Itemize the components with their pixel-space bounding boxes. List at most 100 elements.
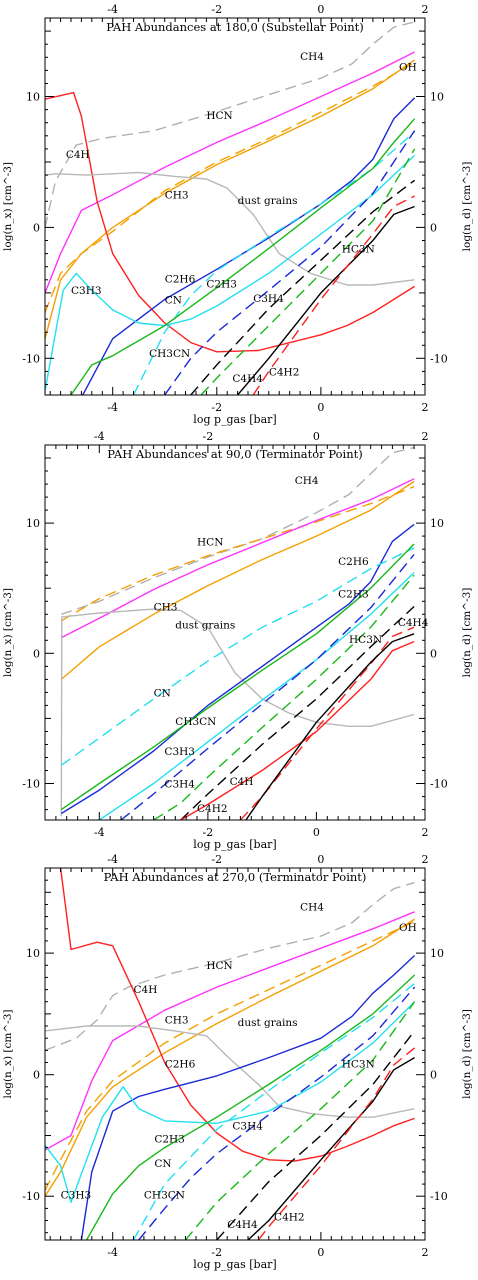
series-annotation: C4H4 — [227, 1219, 258, 1231]
series-annotation: C2H6 — [165, 273, 196, 285]
x-tick-label: 2 — [422, 1246, 429, 1259]
y-tick-label-right: 10 — [430, 947, 444, 960]
y-tick-label-right: 10 — [430, 517, 444, 530]
y-tick-label-right: 0 — [430, 221, 437, 234]
series-annotation: C4H2 — [274, 1212, 305, 1224]
y-axis-label-left: log(n_x) [cm^-3] — [2, 162, 14, 251]
series-annotation: C4H2 — [269, 366, 300, 378]
series-line-c3h3 — [98, 572, 415, 820]
series-line-c3h4 — [184, 1001, 416, 1240]
series-line-c3h4 — [153, 574, 415, 820]
series-line-c3h4 — [200, 148, 416, 395]
x-tick-label-top: -2 — [211, 853, 222, 866]
series-line-c3h3 — [45, 1001, 416, 1203]
tick-marks — [44, 444, 426, 820]
chart-panel-1: -4 -4 -2 -2 0 0 2 2 -10 -10 0 0 10 10 PAH Abundances a… — [2, 3, 473, 426]
tick-marks — [45, 867, 426, 1240]
series-annotation: C3H4 — [164, 778, 195, 790]
series-annotation: C3H3 — [61, 1190, 92, 1202]
x-tick-label-top: 2 — [422, 430, 429, 443]
series-line-ch3 — [45, 918, 415, 1197]
y-axis-label-right: log(n_d) [cm^-3] — [461, 162, 473, 252]
y-axis-label-left: log(n_x) [cm^-3] — [2, 588, 14, 677]
series-annotation: CH4 — [300, 51, 324, 63]
y-tick-label-right: -10 — [430, 352, 448, 365]
series-annotation: C3H3 — [71, 285, 102, 297]
series-annotation: C2H3 — [206, 279, 237, 291]
x-tick-label: -2 — [202, 826, 213, 839]
y-tick-label: -10 — [22, 778, 40, 791]
series-line-dust-grains — [45, 1025, 415, 1118]
series-lines — [60, 446, 415, 820]
series-line-oh — [45, 61, 415, 313]
series-annotation: CH3 — [165, 1015, 189, 1027]
y-axis-label-right: log(n_d) [cm^-3] — [461, 1009, 473, 1099]
x-tick-label: -4 — [107, 401, 118, 414]
y-tick-label: 0 — [33, 647, 40, 660]
y-tick-label: 10 — [26, 91, 40, 104]
series-annotation: HC3N — [342, 1058, 375, 1070]
series-line-ch3 — [60, 480, 415, 680]
series-annotation: HCN — [197, 536, 223, 548]
x-tick-label: 0 — [317, 1246, 324, 1259]
x-tick-label: 2 — [422, 401, 429, 414]
series-line-hcn — [45, 51, 415, 294]
series-annotation: C4H — [230, 776, 254, 788]
series-line-c2h6 — [80, 954, 416, 1240]
series-annotation: C3H4 — [253, 293, 284, 305]
plot-frame — [44, 867, 426, 1241]
series-line-dust-grains — [60, 608, 415, 817]
series-line-ch3cn — [164, 130, 416, 395]
series-line-c4h4 — [247, 1056, 415, 1240]
series-line-ch3cn — [60, 543, 415, 811]
series-line-c4h — [45, 91, 415, 353]
series-annotation: C4H4 — [398, 617, 429, 629]
series-line-c4h — [59, 868, 415, 1162]
chart-title: PAH Abundances at 270,0 (Terminator Poin… — [104, 870, 367, 884]
x-tick-label-top: -4 — [107, 3, 118, 16]
series-annotation: CH3CN — [144, 1190, 185, 1202]
series-annotation: C2H6 — [338, 556, 369, 568]
series-line-cn — [60, 547, 415, 766]
x-tick-label-top: -4 — [107, 853, 118, 866]
y-tick-label: 0 — [33, 221, 40, 234]
series-line-c2h3 — [120, 553, 415, 820]
series-annotation: C2H3 — [338, 588, 369, 600]
x-tick-label-top: -4 — [94, 430, 105, 443]
series-annotation: CH3CN — [175, 716, 216, 728]
series-line-c2h3 — [85, 974, 416, 1240]
series-line-ch4 — [45, 21, 415, 228]
x-tick-label-top: 2 — [422, 3, 429, 16]
x-tick-label: -4 — [107, 1246, 118, 1259]
series-annotation: HCN — [206, 960, 232, 972]
x-axis-label: log p_gas [bar] — [193, 838, 276, 851]
plot-frame — [44, 444, 426, 821]
series-line-dust-grains — [45, 171, 415, 286]
x-tick-label-top: 0 — [317, 853, 324, 866]
series-line-cn — [132, 982, 416, 1240]
series-line-c4h — [180, 640, 415, 820]
series-annotation: CH4 — [300, 902, 324, 914]
y-tick-label-right: -10 — [430, 778, 448, 791]
series-annotation: CN — [154, 1158, 171, 1170]
x-tick-label: 0 — [313, 826, 320, 839]
chart-title: PAH Abundances at 180,0 (Substellar Poin… — [106, 20, 364, 34]
series-annotation: HCN — [206, 110, 232, 122]
y-tick-label: -10 — [22, 1190, 40, 1203]
y-tick-label: 0 — [33, 1069, 40, 1082]
series-line-c4h2 — [252, 195, 415, 395]
x-tick-label: -2 — [211, 1246, 222, 1259]
x-tick-label: -4 — [94, 826, 105, 839]
x-tick-label: 2 — [422, 826, 429, 839]
series-annotation: C3H3 — [164, 746, 195, 758]
series-lines — [45, 21, 416, 395]
series-line-hc3n — [216, 1030, 416, 1240]
x-tick-label-top: 0 — [313, 430, 320, 443]
series-annotation: dust grains — [238, 1017, 298, 1029]
series-annotation: dust grains — [238, 195, 298, 207]
series-lines — [45, 868, 416, 1240]
series-line-ch4 — [61, 446, 415, 615]
series-line-hcn — [60, 478, 415, 639]
y-tick-label: 10 — [26, 947, 40, 960]
